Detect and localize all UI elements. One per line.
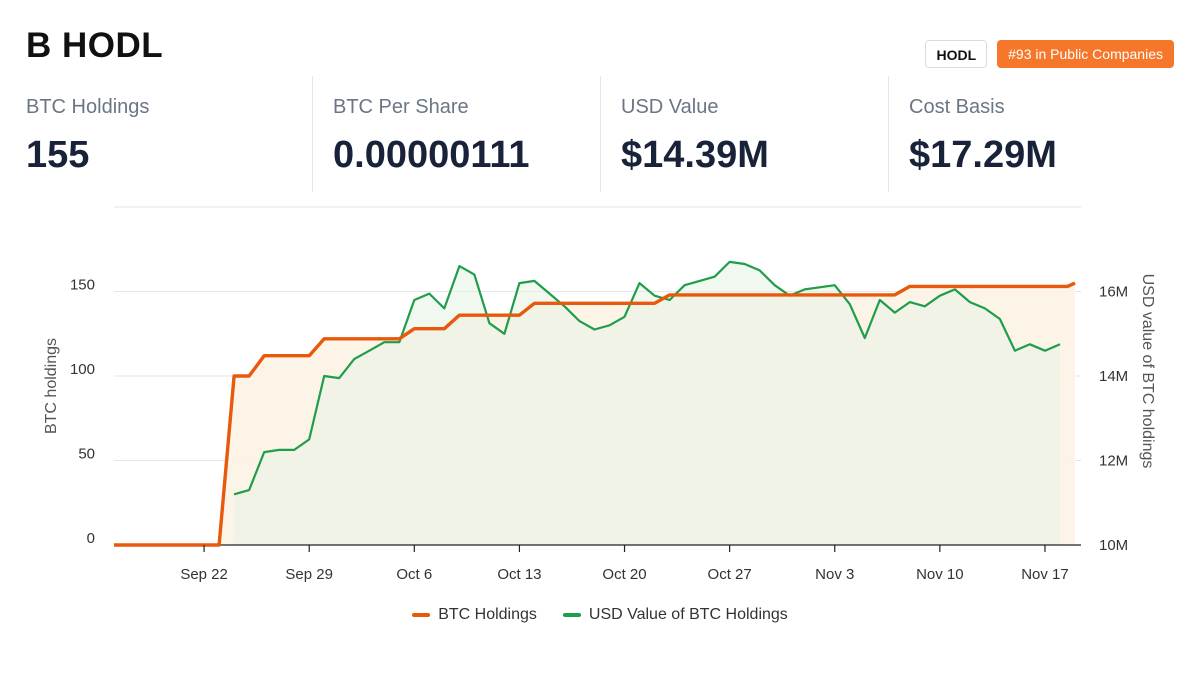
stat-value: $17.29M [909,134,1057,176]
chart-legend: BTC Holdings USD Value of BTC Holdings [0,606,1200,624]
y-axis-left-title: BTC holdings [43,338,60,434]
x-tick-label: Oct 13 [497,566,541,583]
legend-item-usd[interactable]: USD Value of BTC Holdings [562,606,788,624]
x-tick-label: Nov 17 [1021,566,1069,583]
stat-label: USD Value [621,96,719,118]
x-tick-label: Oct 20 [602,566,646,583]
x-tick-label: Oct 27 [708,566,752,583]
stat-label: Cost Basis [909,96,1005,118]
stat-label: BTC Per Share [333,96,469,118]
y-axis-right: 10M 12M 14M 16M [1099,284,1128,555]
y-axis-right-title: USD value of BTC holdings [1139,274,1156,469]
x-axis: Sep 22 Sep 29 Oct 6 Oct 13 Oct 20 Oct 27 Nov 3… [180,545,1069,583]
company-title: B HODL [26,26,164,65]
chart-areas [114,261,1075,545]
stat-value: 0.00000111 [333,134,530,176]
stat-usd-value: USD Value $14.39M [600,76,888,192]
ticker-badge[interactable]: HODL [925,40,988,68]
legend-item-btc[interactable]: BTC Holdings [412,606,537,624]
y-axis-left: 0 50 100 150 [70,277,95,548]
stat-value: 155 [26,134,90,176]
legend-swatch-usd [562,613,581,617]
btc-holdings-line [114,281,1076,547]
x-tick-label: Sep 29 [285,566,333,583]
y-left-tick-label: 0 [87,530,95,547]
stat-btc-per-share: BTC Per Share 0.00000111 [312,76,600,192]
y-right-tick-label: 10M [1099,537,1128,554]
header-badges: HODL #93 in Public Companies [925,40,1174,68]
x-tick-label: Sep 22 [180,566,228,583]
x-tick-label: Oct 6 [396,566,432,583]
legend-label-usd: USD Value of BTC Holdings [588,606,788,623]
stat-btc-holdings: BTC Holdings 155 [0,76,312,192]
stat-label: BTC Holdings [26,96,150,118]
stat-cost-basis: Cost Basis $17.29M [888,76,1176,192]
y-right-tick-label: 16M [1099,284,1128,301]
usd-value-area [234,261,1061,545]
y-left-tick-label: 100 [70,361,95,378]
holdings-chart[interactable]: Sep 22 Sep 29 Oct 6 Oct 13 Oct 20 Oct 27 Nov 3… [0,195,1200,595]
rank-badge[interactable]: #93 in Public Companies [997,40,1174,68]
stat-value: $14.39M [621,134,769,176]
legend-swatch-btc [412,613,431,617]
x-tick-label: Nov 3 [815,566,854,583]
x-tick-label: Nov 10 [916,566,964,583]
chart-lines [114,260,1081,547]
stats-row: BTC Holdings 155 BTC Per Share 0.0000011… [0,76,1200,192]
y-left-tick-label: 50 [78,446,95,463]
usd-value-line [233,260,1061,496]
y-right-tick-label: 14M [1099,368,1128,385]
y-right-tick-label: 12M [1099,453,1128,470]
y-left-tick-label: 150 [70,277,95,294]
legend-label-btc: BTC Holdings [438,606,537,623]
